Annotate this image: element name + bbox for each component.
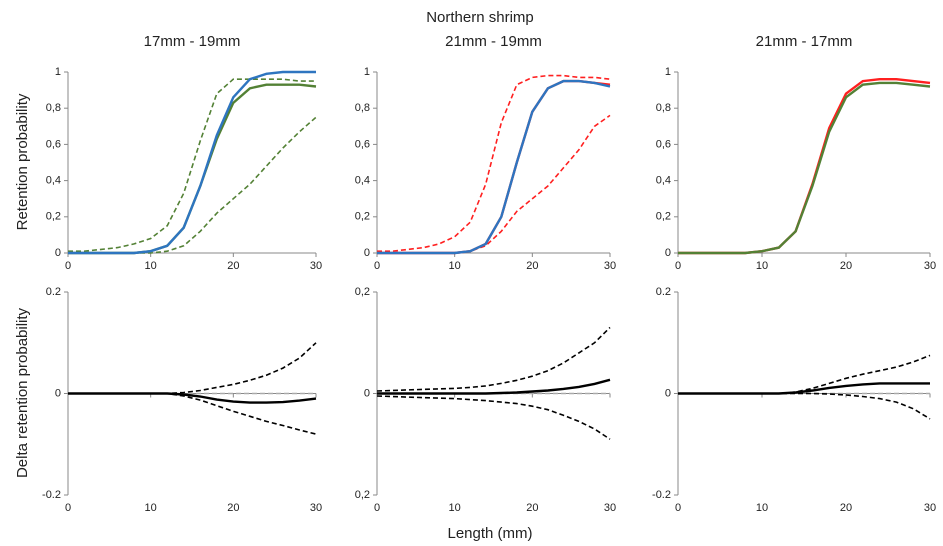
y-tick-label: 0,6 — [656, 138, 671, 150]
line — [377, 79, 611, 255]
line — [68, 83, 317, 255]
x-tick-label: 0 — [374, 502, 380, 514]
line — [68, 70, 316, 255]
x-tick-label: 20 — [227, 260, 239, 272]
y-tick-label: 0,6 — [355, 138, 370, 150]
x-tick-label: 20 — [227, 502, 239, 514]
y-tick-label: 0 — [665, 247, 671, 259]
dashed-line — [377, 114, 611, 254]
line — [678, 382, 930, 395]
x-tick-label: 10 — [145, 502, 157, 514]
line — [377, 378, 611, 395]
line — [68, 392, 317, 404]
x-tick-label: 20 — [526, 502, 538, 514]
x-tick-label: 0 — [675, 260, 681, 272]
y-axis-label: Delta retention probability — [14, 307, 31, 478]
y-tick-label: 1 — [364, 66, 370, 78]
line — [678, 78, 931, 255]
y-tick-label: 0,2 — [355, 211, 370, 223]
y-tick-label: 0,4 — [656, 175, 671, 187]
y-tick-label: 0 — [55, 387, 61, 399]
x-tick-label: 20 — [840, 502, 852, 514]
y-tick-label: 0.2 — [656, 286, 671, 298]
y-tick-label: 0,2 — [355, 286, 370, 298]
x-tick-label: 30 — [310, 260, 322, 272]
x-tick-label: 10 — [756, 260, 768, 272]
y-tick-label: 0,8 — [355, 102, 370, 114]
panel-title: 21mm - 19mm — [445, 33, 542, 50]
x-tick-label: 30 — [604, 260, 616, 272]
y-tick-label: 0,2 — [656, 211, 671, 223]
y-tick-label: 0,8 — [46, 102, 61, 114]
y-tick-label: 1 — [665, 66, 671, 78]
x-axis-label: Length (mm) — [447, 525, 532, 542]
dashed-line — [678, 392, 931, 420]
x-tick-label: 10 — [449, 502, 461, 514]
y-tick-label: 0.2 — [46, 286, 61, 298]
x-tick-label: 10 — [756, 502, 768, 514]
x-tick-label: 0 — [374, 260, 380, 272]
y-tick-label: 0,2 — [46, 211, 61, 223]
x-tick-label: 30 — [604, 502, 616, 514]
y-tick-label: 0,4 — [46, 175, 61, 187]
y-axis-label: Retention probability — [14, 93, 31, 230]
y-tick-label: -0.2 — [42, 489, 61, 501]
line — [678, 81, 931, 255]
x-tick-label: 10 — [145, 260, 157, 272]
dashed-line — [376, 395, 611, 440]
y-tick-label: 0 — [55, 247, 61, 259]
x-tick-label: 0 — [65, 260, 71, 272]
x-tick-label: 0 — [65, 502, 71, 514]
dashed-line — [68, 116, 317, 254]
y-tick-label: 0 — [665, 387, 671, 399]
x-tick-label: 30 — [924, 260, 936, 272]
x-tick-label: 0 — [675, 502, 681, 514]
figure-title: Northern shrimp — [426, 9, 534, 26]
x-tick-label: 30 — [310, 502, 322, 514]
dashed-line — [678, 354, 931, 395]
dashed-line — [68, 392, 317, 435]
x-tick-label: 20 — [526, 260, 538, 272]
y-tick-label: -0.2 — [652, 489, 671, 501]
x-tick-label: 10 — [449, 260, 461, 272]
y-tick-label: 0 — [364, 387, 370, 399]
y-tick-label: 0,6 — [46, 138, 61, 150]
dashed-line — [376, 326, 611, 392]
line — [377, 79, 611, 255]
y-tick-label: 0,8 — [656, 102, 671, 114]
y-tick-label: 0 — [364, 247, 370, 259]
dashed-line — [68, 342, 317, 395]
x-tick-label: 30 — [924, 502, 936, 514]
dashed-line — [68, 78, 316, 252]
y-tick-label: 1 — [55, 66, 61, 78]
dashed-line — [377, 74, 611, 252]
panel-title: 17mm - 19mm — [144, 33, 241, 50]
y-tick-label: 0,2 — [355, 489, 370, 501]
y-tick-label: 0,4 — [355, 175, 370, 187]
panel-title: 21mm - 17mm — [756, 33, 853, 50]
x-tick-label: 20 — [840, 260, 852, 272]
